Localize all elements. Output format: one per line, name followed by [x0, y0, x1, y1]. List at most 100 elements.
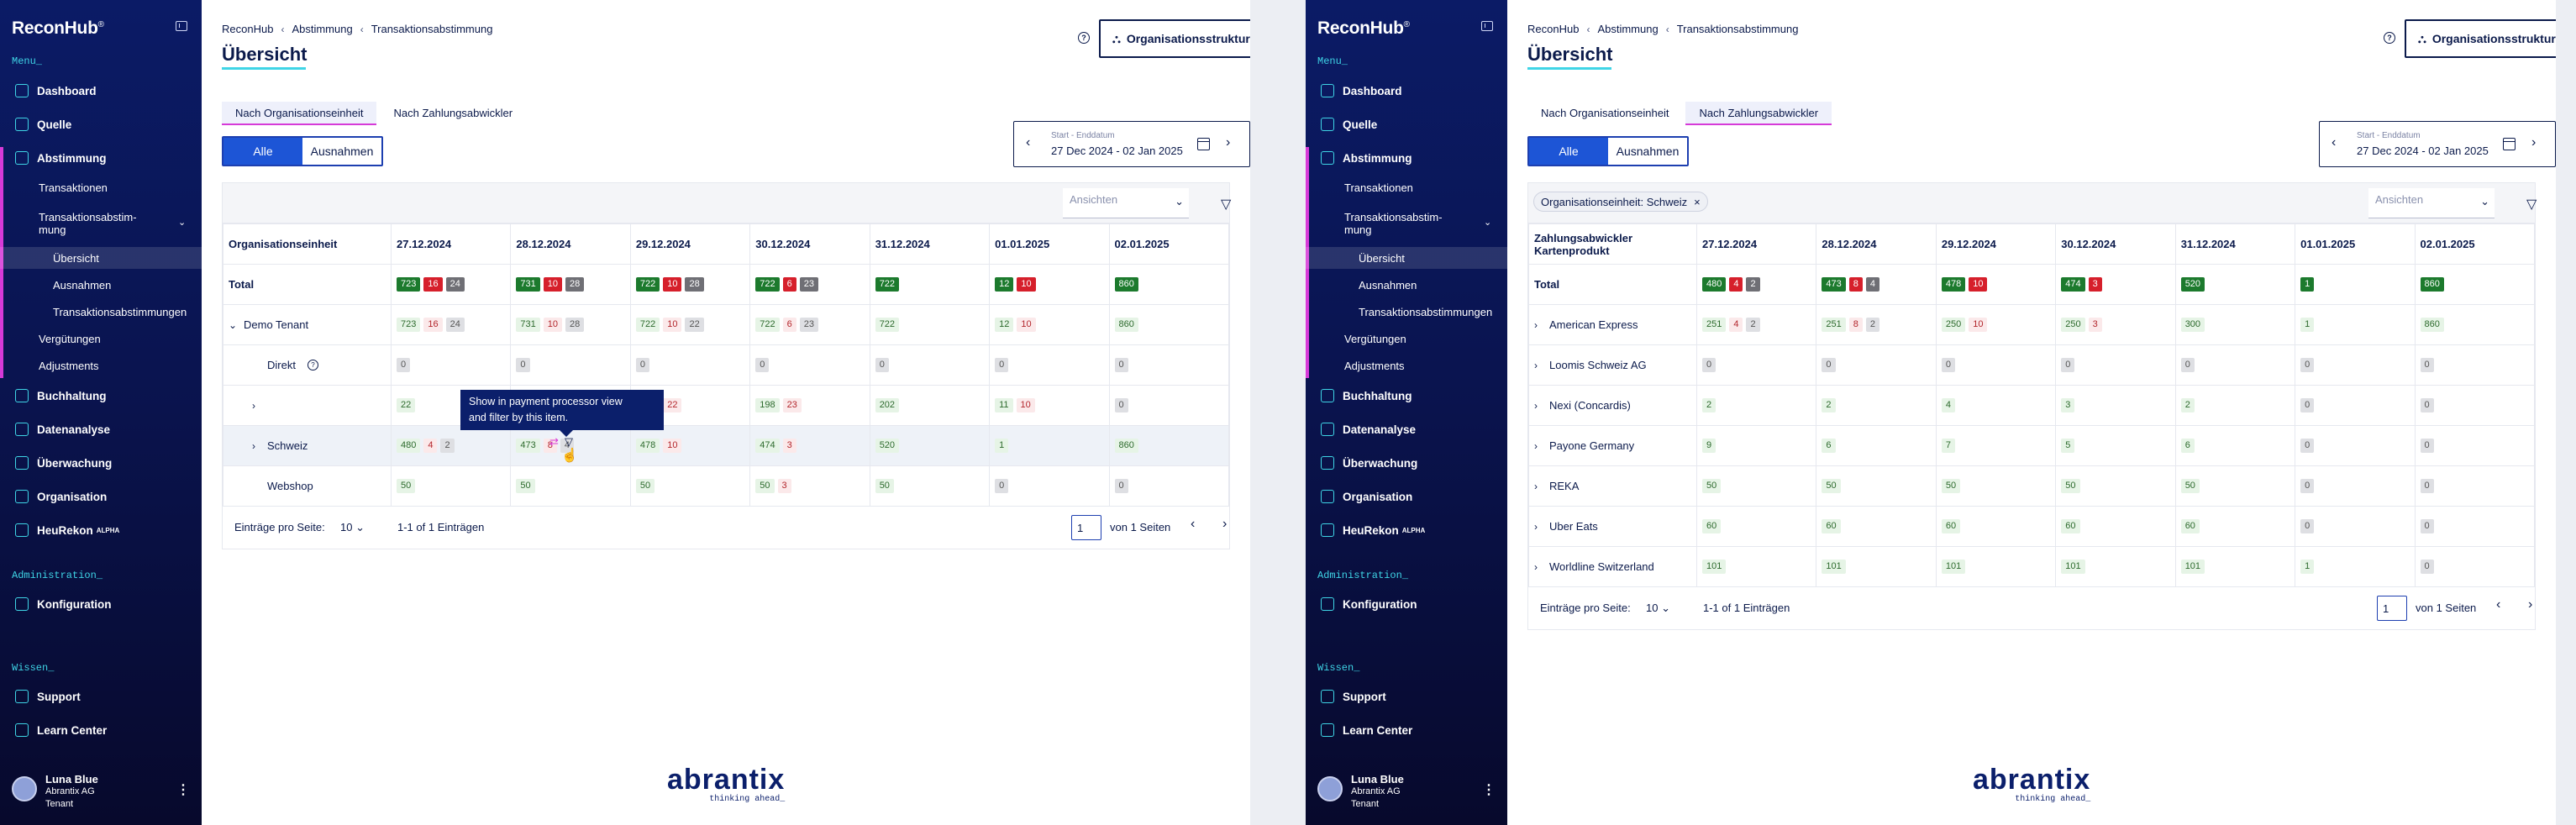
unmatched-count-badge[interactable]: 8 [1848, 318, 1863, 332]
chevron-down-icon[interactable]: ⌄ [1484, 218, 1492, 228]
unmatched-count-badge[interactable]: 10 [663, 318, 682, 332]
prev-page-icon[interactable]: ‹ [1191, 517, 1196, 531]
matched-count-badge[interactable]: 731 [516, 277, 540, 292]
matched-count-badge[interactable]: 101 [1702, 560, 1727, 574]
breadcrumb-item[interactable]: Transaktionsabstimmung [1676, 23, 1799, 35]
org-structure-button[interactable]: ⛬ Organisationsstruktur [1099, 19, 1250, 58]
filter-icon[interactable]: ▽ [2526, 197, 2537, 212]
matched-count-badge[interactable]: 50 [516, 479, 535, 493]
matched-count-badge[interactable]: 12 [995, 277, 1014, 292]
nav-konfiguration[interactable]: Konfiguration [1306, 593, 1507, 615]
chevron-right-icon[interactable]: › [1534, 520, 1538, 533]
matched-count-badge[interactable]: 860 [1114, 277, 1138, 292]
matched-count-badge[interactable]: 7 [1941, 439, 1955, 453]
matched-count-badge[interactable]: 60 [2180, 519, 2200, 533]
pending-count-badge[interactable]: 0 [635, 358, 649, 372]
pending-count-badge[interactable]: 0 [2420, 560, 2434, 574]
unmatched-count-badge[interactable]: 3 [2088, 318, 2102, 332]
matched-count-badge[interactable]: 1 [2300, 318, 2315, 332]
matched-count-badge[interactable]: 101 [2061, 560, 2085, 574]
matched-count-badge[interactable]: 60 [2061, 519, 2080, 533]
breadcrumb-item[interactable]: ReconHub [1527, 23, 1580, 35]
unmatched-count-badge[interactable]: 10 [1016, 398, 1035, 412]
nav-organisation[interactable]: Organisation [1306, 486, 1507, 507]
unmatched-count-badge[interactable]: 3 [782, 439, 796, 453]
unmatched-count-badge[interactable]: 8 [543, 439, 557, 453]
pending-count-badge[interactable]: 2 [1746, 318, 1760, 332]
column-header-date[interactable]: 27.12.2024 [390, 223, 512, 265]
nav-uebersicht[interactable]: Übersicht [0, 247, 202, 269]
help-icon[interactable]: ? [2384, 32, 2395, 44]
date-range-picker[interactable]: ‹ Start - Enddatum 27 Dec 2024 - 02 Jan … [1013, 121, 1250, 167]
brand-logo[interactable]: ReconHub® [12, 18, 104, 38]
chevron-right-icon[interactable]: › [252, 439, 255, 452]
nav-abstimmung[interactable]: Abstimmung [1306, 147, 1507, 169]
chevron-left-icon[interactable]: ‹ [2332, 135, 2337, 150]
matched-count-badge[interactable]: 12 [995, 318, 1014, 332]
pending-count-badge[interactable]: 0 [2420, 519, 2434, 533]
unmatched-count-badge[interactable]: 3 [777, 479, 791, 493]
column-header-date[interactable]: 31.12.2024 [2174, 223, 2296, 265]
pending-count-badge[interactable]: 0 [2061, 358, 2075, 372]
pending-count-badge[interactable]: 0 [2420, 479, 2434, 493]
matched-count-badge[interactable]: 722 [755, 277, 780, 292]
column-header-date[interactable]: 31.12.2024 [869, 223, 991, 265]
tab-zahlungsabwickler[interactable]: Nach Zahlungsabwickler [1685, 102, 1832, 125]
nav-dashboard[interactable]: Dashboard [1306, 80, 1507, 102]
matched-count-badge[interactable]: 250 [2061, 318, 2085, 332]
nav-transaktionsabstimmungen[interactable]: Transaktionsabstimmungen [53, 305, 187, 318]
tab-organisationseinheit[interactable]: Nach Organisationseinheit [1541, 106, 1669, 119]
chevron-right-icon[interactable]: › [2531, 135, 2537, 150]
column-header-date[interactable]: 30.12.2024 [749, 223, 870, 265]
column-header-date[interactable]: 29.12.2024 [629, 223, 751, 265]
matched-count-badge[interactable]: 731 [516, 318, 540, 332]
matched-count-badge[interactable]: 11 [995, 398, 1013, 412]
segment-all[interactable]: Alle [223, 138, 302, 165]
chevron-right-icon[interactable]: › [1534, 439, 1538, 452]
unmatched-count-badge[interactable]: 22 [663, 398, 682, 412]
pending-count-badge[interactable]: 23 [799, 277, 818, 292]
pending-count-badge[interactable]: 22 [685, 318, 704, 332]
unmatched-count-badge[interactable]: 10 [543, 277, 563, 292]
chevron-down-icon[interactable]: ⌄ [229, 318, 238, 331]
org-structure-button[interactable]: ⛬ Organisationsstruktur [2405, 19, 2556, 58]
table-row[interactable]: › American Express 251 4 2 251 8 2 250 10 250 3 300 1… [1528, 304, 2536, 345]
table-row[interactable]: › REKA 50 50 50 50 50 0 0 [1528, 465, 2536, 507]
next-page-icon[interactable]: › [2528, 597, 2533, 612]
chevron-right-icon[interactable]: › [1534, 318, 1538, 331]
matched-count-badge[interactable]: 300 [2180, 318, 2205, 332]
nav-transaktionsabstimmungen[interactable]: Transaktionsabstimmungen [1359, 305, 1493, 318]
pending-count-badge[interactable]: 0 [1114, 398, 1128, 412]
matched-count-badge[interactable]: 50 [2061, 479, 2080, 493]
nav-verguetungen[interactable]: Vergütungen [39, 332, 101, 345]
matched-count-badge[interactable]: 198 [755, 398, 780, 412]
unmatched-count-badge[interactable]: 16 [423, 318, 443, 332]
matched-count-badge[interactable]: 50 [1822, 479, 1841, 493]
pending-count-badge[interactable]: 0 [2300, 358, 2315, 372]
matched-count-badge[interactable]: 474 [2061, 277, 2085, 292]
chevron-right-icon[interactable]: › [1534, 560, 1538, 573]
breadcrumb-item[interactable]: Abstimmung [292, 23, 353, 35]
nav-learn-center[interactable]: Learn Center [1306, 719, 1507, 741]
matched-count-badge[interactable]: 860 [1114, 439, 1138, 453]
matched-count-badge[interactable]: 6 [1822, 439, 1836, 453]
chevron-right-icon[interactable]: › [1226, 135, 1231, 150]
segment-exceptions[interactable]: Ausnahmen [302, 138, 381, 165]
tab-zahlungsabwickler[interactable]: Nach Zahlungsabwickler [393, 106, 513, 119]
column-header-date[interactable]: 02.01.2025 [1108, 223, 1230, 265]
matched-count-badge[interactable]: 50 [1941, 479, 1961, 493]
nav-abstimmung[interactable]: Abstimmung [0, 147, 202, 169]
matched-count-badge[interactable]: 722 [875, 318, 900, 332]
nav-adjustments[interactable]: Adjustments [39, 359, 99, 372]
pending-count-badge[interactable]: 0 [1702, 358, 1716, 372]
matched-count-badge[interactable]: 860 [2420, 277, 2444, 292]
breadcrumb-item[interactable]: Abstimmung [1597, 23, 1659, 35]
table-row[interactable]: › Uber Eats 60 60 60 60 60 0 0 [1528, 506, 2536, 547]
chevron-down-icon[interactable]: ⌄ [178, 218, 187, 228]
unmatched-count-badge[interactable]: 10 [1969, 318, 1988, 332]
segment-all[interactable]: Alle [1529, 138, 1608, 165]
collapse-sidebar-icon[interactable] [176, 21, 187, 31]
unmatched-count-badge[interactable]: 6 [782, 318, 796, 332]
chevron-left-icon[interactable]: ‹ [1026, 135, 1031, 150]
column-header-date[interactable]: 01.01.2025 [2295, 223, 2416, 265]
